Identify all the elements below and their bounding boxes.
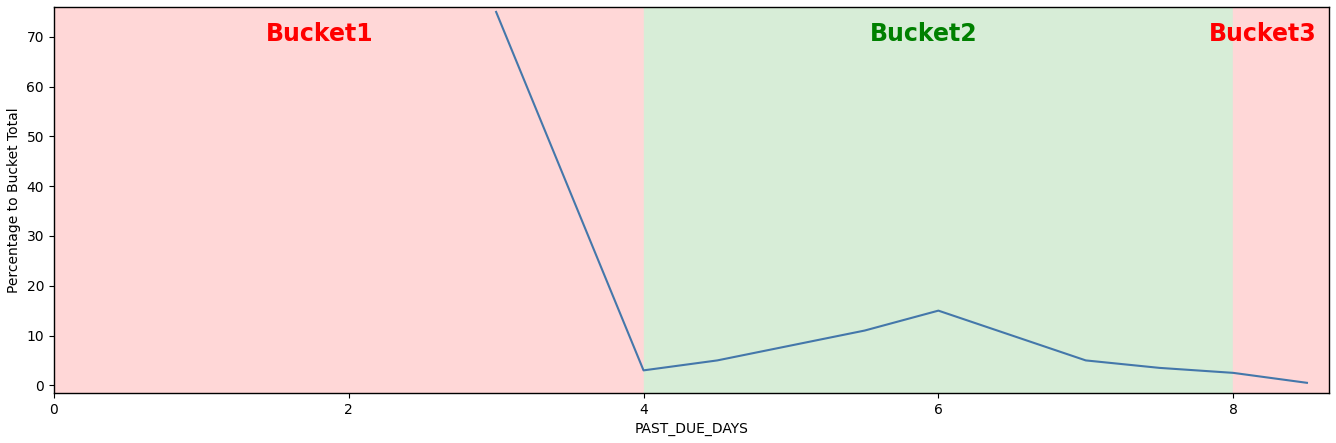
Text: Bucket2: Bucket2 <box>870 22 978 46</box>
Text: Bucket3: Bucket3 <box>1209 22 1316 46</box>
Text: Bucket1: Bucket1 <box>266 22 373 46</box>
Bar <box>1233 7 1329 393</box>
Y-axis label: Percentage to Bucket Total: Percentage to Bucket Total <box>7 107 21 293</box>
Bar <box>53 7 644 393</box>
Bar <box>644 7 1233 393</box>
X-axis label: PAST_DUE_DAYS: PAST_DUE_DAYS <box>635 422 748 436</box>
